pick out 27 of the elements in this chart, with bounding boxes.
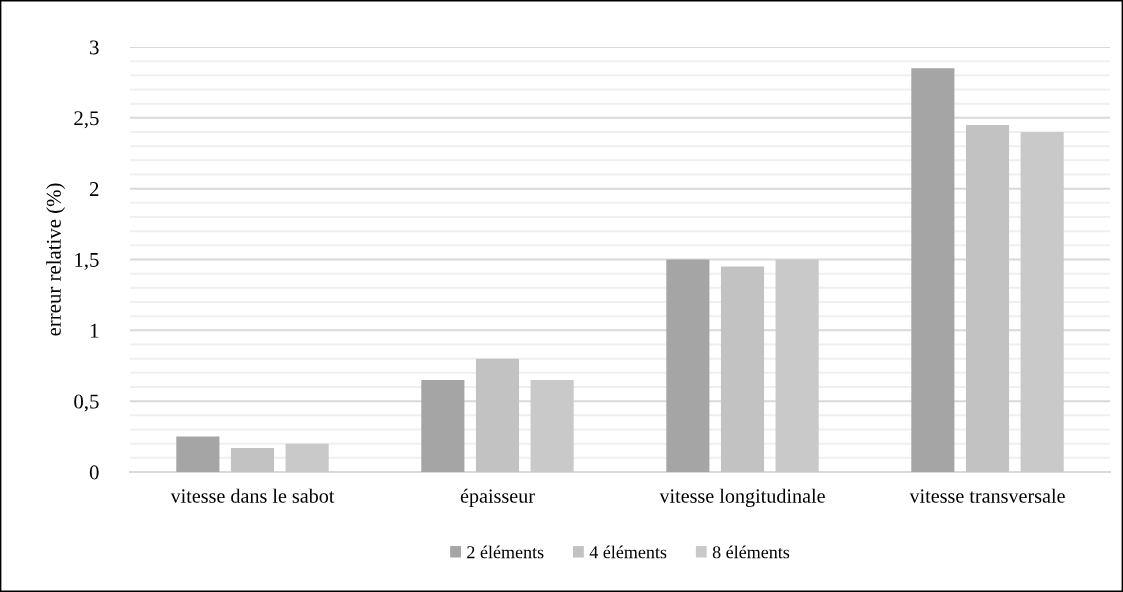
- bar: [720, 266, 765, 472]
- bar: [285, 443, 329, 472]
- bar: [475, 358, 520, 472]
- bar: [530, 379, 574, 472]
- legend-label: 2 éléments: [467, 545, 544, 559]
- y-tick-label: 1,5: [75, 252, 99, 270]
- bar: [230, 447, 275, 472]
- x-tick-label: vitesse transversale: [909, 488, 1065, 503]
- bar: [666, 259, 710, 472]
- legend-label: 4 éléments: [589, 545, 667, 559]
- x-tick-label: épaisseur: [460, 488, 535, 507]
- y-tick-label: 2,5: [74, 111, 99, 129]
- bar: [176, 436, 220, 472]
- y-tick-label: 0: [89, 465, 99, 480]
- bar: [911, 68, 955, 472]
- y-axis-title: erreur relative (%): [46, 183, 66, 336]
- y-tick-label: 0,5: [74, 394, 99, 412]
- bar: [421, 379, 465, 472]
- x-tick-label: vitesse longitudinale: [659, 488, 825, 507]
- x-tick-label: vitesse dans le sabot: [170, 488, 335, 503]
- y-tick-label: 2: [89, 182, 99, 196]
- y-tick-label: 1: [90, 323, 99, 338]
- bar: [775, 259, 819, 472]
- legend-label: 8 éléments: [712, 545, 790, 559]
- bar: [1020, 132, 1064, 472]
- bar: [965, 124, 1010, 472]
- y-tick-label: 3: [90, 40, 99, 55]
